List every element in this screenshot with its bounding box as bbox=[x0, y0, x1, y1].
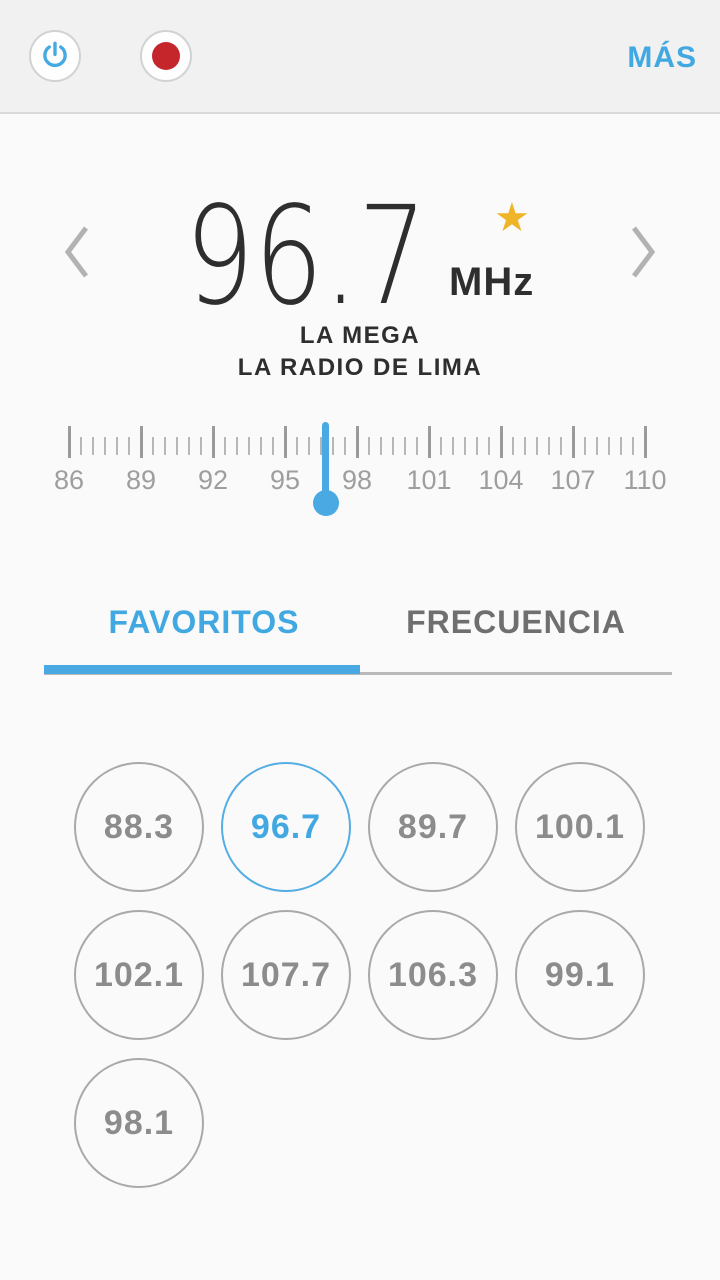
ruler-tick bbox=[392, 437, 394, 455]
record-icon bbox=[152, 42, 180, 70]
ruler-tick bbox=[128, 437, 130, 455]
preset-89.7[interactable]: 89.7 bbox=[368, 762, 498, 892]
ruler-tick bbox=[427, 426, 431, 458]
ruler-tick bbox=[188, 437, 190, 455]
ruler-tick bbox=[176, 437, 178, 455]
ruler-tick bbox=[499, 426, 503, 458]
ruler-tick bbox=[571, 426, 575, 458]
ruler-tick bbox=[548, 437, 550, 455]
frequency-value: 96.7 bbox=[184, 178, 428, 336]
preset-102.1[interactable]: 102.1 bbox=[74, 910, 204, 1040]
ruler-label-110: 110 bbox=[623, 465, 667, 495]
ruler-tick bbox=[320, 437, 322, 455]
ruler-tick bbox=[536, 437, 538, 455]
ruler-tick bbox=[440, 437, 442, 455]
ruler-tick bbox=[524, 437, 526, 455]
ruler-tick bbox=[200, 437, 202, 455]
ruler-tick bbox=[283, 426, 287, 458]
tuner-needle[interactable] bbox=[322, 422, 330, 504]
ruler-tick bbox=[512, 437, 514, 455]
more-button[interactable]: MÁS bbox=[627, 38, 697, 78]
ruler-tick bbox=[80, 437, 82, 455]
ruler-tick bbox=[139, 426, 143, 458]
ruler-tick bbox=[104, 437, 106, 455]
tab-favoritos[interactable]: FAVORITOS bbox=[48, 600, 360, 644]
chevron-right-icon bbox=[626, 226, 660, 283]
tab-active-indicator bbox=[44, 665, 360, 674]
ruler-tick bbox=[416, 437, 418, 455]
preset-107.7[interactable]: 107.7 bbox=[221, 910, 351, 1040]
ruler-tick bbox=[380, 437, 382, 455]
app-header: MÁS bbox=[0, 0, 720, 114]
ruler-tick bbox=[404, 437, 406, 455]
ruler-label-95: 95 bbox=[269, 465, 301, 495]
ruler-tick bbox=[67, 426, 71, 458]
station-name: LA MEGA bbox=[299, 322, 421, 349]
ruler-tick bbox=[488, 437, 490, 455]
ruler-tick bbox=[452, 437, 454, 455]
favorite-star-icon[interactable]: ★ bbox=[494, 196, 530, 240]
frequency-ruler[interactable]: 86 89 92 95 98 101 104 107 110 bbox=[0, 0, 720, 520]
tune-up-button[interactable] bbox=[626, 224, 660, 280]
ruler-tick bbox=[260, 437, 262, 455]
ruler-tick bbox=[236, 437, 238, 455]
ruler-tick bbox=[211, 426, 215, 458]
station-slogan: LA RADIO DE LIMA bbox=[237, 354, 483, 381]
power-button[interactable] bbox=[29, 30, 81, 82]
ruler-tick bbox=[608, 437, 610, 455]
preset-106.3[interactable]: 106.3 bbox=[368, 910, 498, 1040]
ruler-tick bbox=[620, 437, 622, 455]
ruler-tick bbox=[92, 437, 94, 455]
tab-frecuencia[interactable]: FRECUENCIA bbox=[360, 600, 672, 644]
preset-100.1[interactable]: 100.1 bbox=[515, 762, 645, 892]
ruler-tick bbox=[643, 426, 647, 458]
chevron-left-icon bbox=[60, 226, 94, 283]
ruler-label-92: 92 bbox=[197, 465, 229, 495]
ruler-tick bbox=[632, 437, 634, 455]
tuner-needle-knob[interactable] bbox=[312, 490, 339, 516]
ruler-tick bbox=[224, 437, 226, 455]
preset-98.1[interactable]: 98.1 bbox=[74, 1058, 204, 1188]
ruler-tick bbox=[464, 437, 466, 455]
power-icon bbox=[40, 40, 70, 73]
ruler-tick bbox=[476, 437, 478, 455]
ruler-tick bbox=[344, 437, 346, 455]
ruler-label-104: 104 bbox=[478, 465, 524, 495]
ruler-tick bbox=[272, 437, 274, 455]
ruler-tick bbox=[248, 437, 250, 455]
ruler-tick bbox=[152, 437, 154, 455]
ruler-tick bbox=[596, 437, 598, 455]
ruler-tick bbox=[332, 437, 334, 455]
preset-88.3[interactable]: 88.3 bbox=[74, 762, 204, 892]
frequency-unit: MHz bbox=[449, 260, 535, 304]
ruler-label-107: 107 bbox=[550, 465, 596, 495]
ruler-label-98: 98 bbox=[341, 465, 373, 495]
ruler-tick bbox=[560, 437, 562, 455]
ruler-tick bbox=[308, 437, 310, 455]
record-button[interactable] bbox=[140, 30, 192, 82]
ruler-tick bbox=[164, 437, 166, 455]
ruler-label-101: 101 bbox=[406, 465, 452, 495]
ruler-tick bbox=[116, 437, 118, 455]
ruler-tick bbox=[584, 437, 586, 455]
ruler-label-89: 89 bbox=[125, 465, 157, 495]
ruler-tick bbox=[296, 437, 298, 455]
preset-99.1[interactable]: 99.1 bbox=[515, 910, 645, 1040]
tune-down-button[interactable] bbox=[60, 224, 94, 280]
preset-96.7[interactable]: 96.7 bbox=[221, 762, 351, 892]
ruler-tick bbox=[355, 426, 359, 458]
ruler-tick bbox=[368, 437, 370, 455]
ruler-label-86: 86 bbox=[53, 465, 85, 495]
